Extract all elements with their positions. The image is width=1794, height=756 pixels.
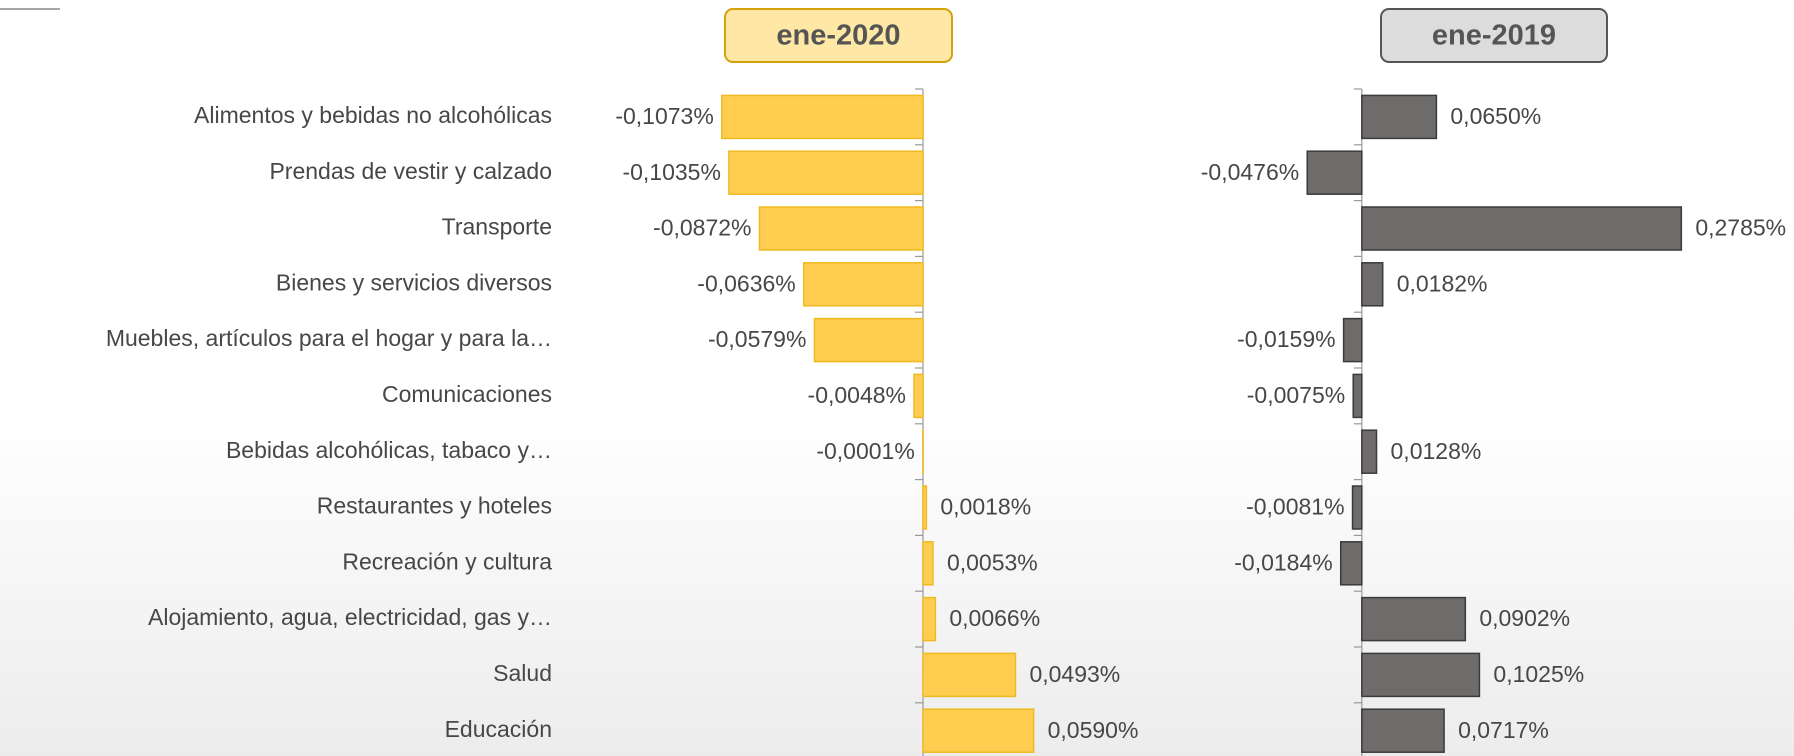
bar bbox=[728, 150, 924, 195]
bar bbox=[922, 652, 1017, 698]
bar bbox=[1361, 596, 1467, 642]
bar bbox=[922, 708, 1035, 753]
bar bbox=[721, 94, 924, 140]
value-label: 0,0182% bbox=[1397, 270, 1488, 296]
value-label: -0,0476% bbox=[1201, 159, 1299, 185]
value-label: 0,0590% bbox=[1048, 717, 1139, 743]
value-label: 0,0493% bbox=[1029, 661, 1120, 687]
bar bbox=[1352, 373, 1363, 419]
value-label: -0,1073% bbox=[615, 103, 713, 129]
category-label: Transporte bbox=[442, 214, 552, 240]
value-label: 0,0650% bbox=[1450, 103, 1541, 129]
bar bbox=[1361, 652, 1481, 698]
bar bbox=[1361, 262, 1384, 307]
category-label: Alimentos y bebidas no alcohólicas bbox=[194, 102, 552, 128]
value-label: -0,0081% bbox=[1246, 494, 1344, 520]
category-label: Bebidas alcohólicas, tabaco y… bbox=[226, 437, 552, 463]
header-title: ene-2020 bbox=[776, 20, 900, 52]
bar bbox=[1361, 708, 1445, 753]
bar bbox=[813, 317, 924, 363]
value-label: -0,0579% bbox=[708, 326, 806, 352]
header-box bbox=[1380, 8, 1608, 63]
value-label: 0,0066% bbox=[949, 605, 1040, 631]
category-label: Alojamiento, agua, electricidad, gas y… bbox=[148, 604, 552, 630]
category-label: Recreación y cultura bbox=[342, 548, 552, 574]
bar bbox=[922, 541, 934, 586]
bar bbox=[758, 206, 924, 251]
value-label: 0,0018% bbox=[940, 494, 1031, 520]
value-label: 0,1025% bbox=[1493, 661, 1584, 687]
value-label: 0,0902% bbox=[1479, 605, 1570, 631]
bar bbox=[922, 485, 928, 530]
category-label: Educación bbox=[445, 716, 552, 742]
value-label: 0,2785% bbox=[1695, 215, 1786, 241]
bar bbox=[1361, 206, 1683, 251]
bar bbox=[922, 596, 937, 642]
bar bbox=[1306, 150, 1363, 195]
value-label: -0,0048% bbox=[808, 382, 906, 408]
value-label: 0,0053% bbox=[947, 549, 1038, 575]
bar bbox=[1361, 429, 1378, 474]
bar bbox=[1339, 541, 1363, 586]
value-label: -0,0184% bbox=[1234, 549, 1332, 575]
bar bbox=[1342, 317, 1363, 363]
category-label: Salud bbox=[493, 660, 552, 686]
value-label: -0,1035% bbox=[622, 159, 720, 185]
value-label: -0,0636% bbox=[697, 270, 795, 296]
value-label: 0,0717% bbox=[1458, 717, 1549, 743]
category-label: Comunicaciones bbox=[382, 381, 552, 407]
header-title: ene-2019 bbox=[1432, 20, 1556, 52]
header-box bbox=[724, 8, 953, 63]
value-label: -0,0872% bbox=[653, 215, 751, 241]
value-label: -0,0001% bbox=[816, 438, 914, 464]
bar bbox=[1351, 485, 1363, 530]
category-label: Restaurantes y hoteles bbox=[317, 493, 552, 519]
bar bbox=[803, 262, 924, 307]
bar bbox=[1361, 94, 1438, 140]
category-label: Muebles, artículos para el hogar y para … bbox=[106, 325, 552, 351]
category-label: Prendas de vestir y calzado bbox=[269, 158, 552, 184]
value-label: -0,0075% bbox=[1247, 382, 1345, 408]
value-label: 0,0128% bbox=[1391, 438, 1482, 464]
bar bbox=[913, 373, 924, 419]
value-label: -0,0159% bbox=[1237, 326, 1335, 352]
category-label: Bienes y servicios diversos bbox=[276, 269, 552, 295]
